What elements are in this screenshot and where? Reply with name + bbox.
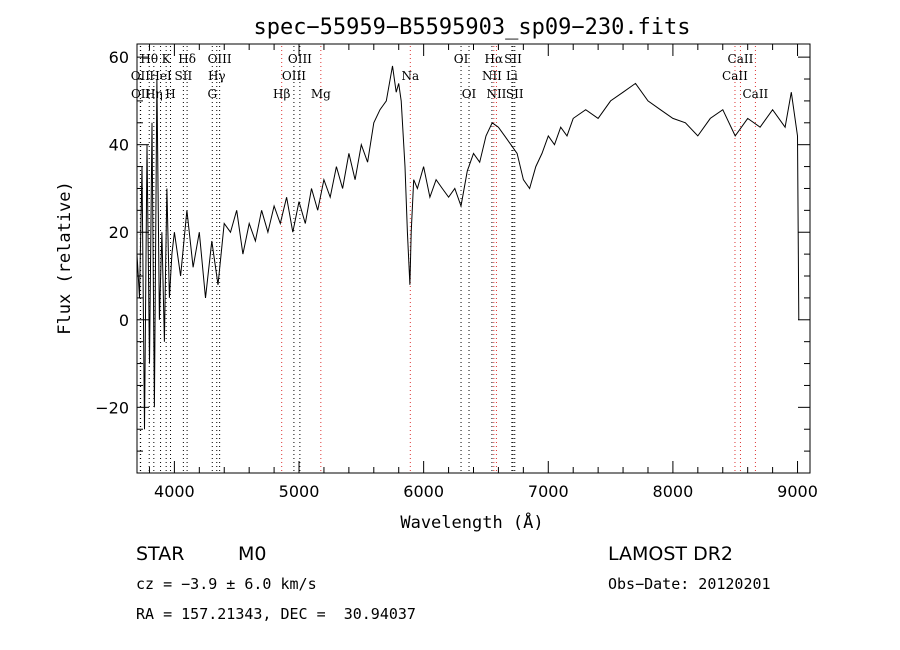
spectral-line-label: CaII: [728, 52, 754, 66]
spectral-line-label: G: [207, 87, 217, 101]
object-class: STAR: [136, 543, 185, 565]
x-tick-label: 4000: [154, 482, 195, 501]
spectral-line-label: Hβ: [273, 87, 290, 101]
spectral-line-label: Hγ: [208, 69, 226, 83]
redshift-readout: cz = −3.9 ± 6.0 km/s: [136, 575, 317, 593]
coordinates-readout: RA = 157.21343, DEC = 30.94037: [136, 605, 416, 623]
x-axis-ticks: 4000 5000 6000 7000 8000 9000: [148, 44, 818, 501]
spectral-line-label: Na: [401, 69, 419, 83]
y-tick-label: −20: [95, 398, 129, 417]
spectral-line-markers: [139, 46, 756, 473]
spectral-line-label: Hθ: [140, 52, 158, 66]
obs-date: Obs−Date: 20120201: [608, 575, 771, 593]
survey-name: LAMOST DR2: [608, 543, 733, 565]
spectral-line-label: Li: [506, 69, 518, 83]
y-axis-ticks: −20 0 20 40 60: [95, 48, 810, 452]
spectral-line-label: OI: [462, 87, 477, 101]
spectral-line-label: SII: [504, 52, 522, 66]
spectral-line-label: H: [165, 87, 175, 101]
object-subclass: M0: [238, 543, 267, 565]
spectral-line-label: OII: [131, 87, 151, 101]
spectral-line-label: OII: [131, 69, 151, 83]
y-tick-label: 0: [119, 311, 129, 330]
x-axis-label: Wavelength (Å): [400, 511, 543, 533]
y-tick-label: 60: [109, 48, 129, 67]
spectrum-series-line: [136, 65, 800, 430]
spectral-line-label: NII: [486, 87, 506, 101]
spectral-line-label: CaII: [742, 87, 768, 101]
spectral-line-label: Mg: [311, 87, 331, 101]
x-tick-label: 7000: [528, 482, 569, 501]
y-tick-label: 40: [109, 136, 129, 155]
spectral-line-label: Hη: [145, 87, 163, 101]
x-tick-label: 5000: [279, 482, 320, 501]
y-tick-label: 20: [109, 223, 129, 242]
spectral-line-label: K: [162, 52, 172, 66]
plot-frame: [136, 43, 811, 474]
spectral-line-label: Hδ: [178, 52, 196, 66]
spectral-line-label: NII: [482, 69, 502, 83]
x-tick-label: 6000: [403, 482, 444, 501]
chart-title: spec−55959−B5595903_sp09−230.fits: [253, 15, 690, 40]
y-axis-label: Flux (relative): [55, 181, 75, 335]
spectral-line-label: OIII: [208, 52, 232, 66]
spectral-line-label: SII: [506, 87, 524, 101]
spectral-line-label: CaII: [722, 69, 748, 83]
spectral-line-label: SII: [175, 69, 193, 83]
spectral-line-label: Hα: [485, 52, 504, 66]
spectral-line-label: OIII: [288, 52, 312, 66]
spectral-line-label: OI: [454, 52, 469, 66]
x-tick-label: 9000: [777, 482, 818, 501]
spectral-line-label: OIII: [282, 69, 306, 83]
x-tick-label: 8000: [653, 482, 694, 501]
spectral-line-label: HeI: [149, 69, 172, 83]
